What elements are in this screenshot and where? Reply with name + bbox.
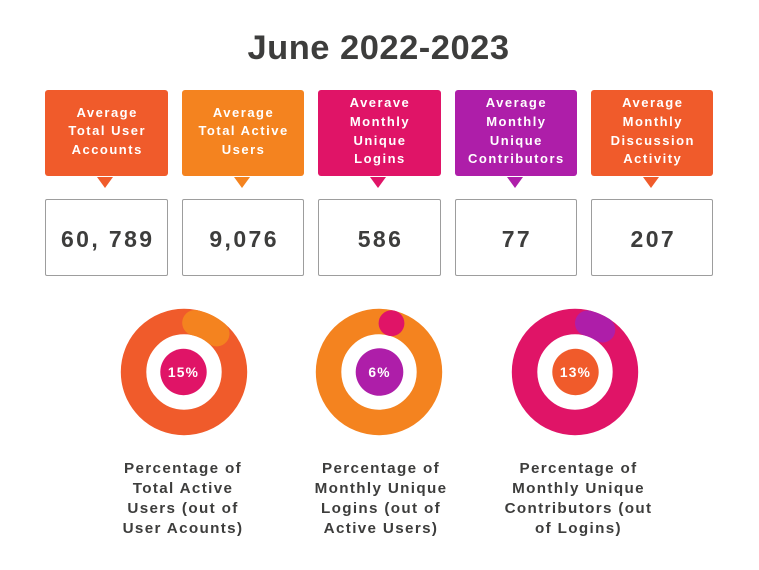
svg-text:15%: 15% <box>168 365 199 380</box>
svg-text:6%: 6% <box>369 365 391 380</box>
svg-text:13%: 13% <box>559 365 590 380</box>
